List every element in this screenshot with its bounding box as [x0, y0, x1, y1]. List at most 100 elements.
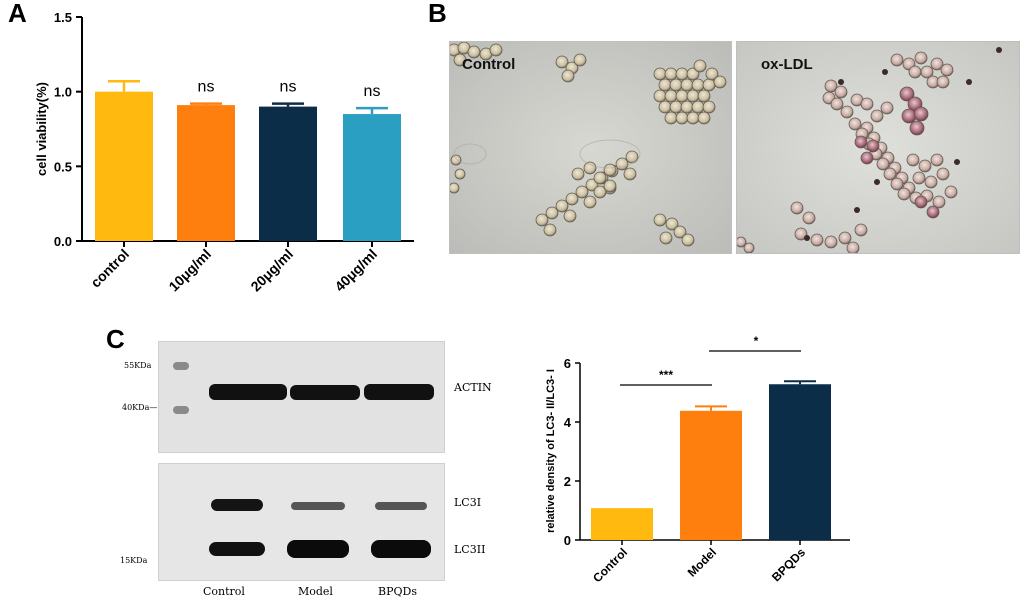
cell	[854, 135, 868, 149]
lc3i-band-bpqds	[375, 502, 427, 510]
cell	[603, 179, 617, 193]
lc3-ratio-bar-chart: 0 2 4 6 relative density of LC3- II/LC3- I Co…	[545, 334, 850, 585]
cell	[603, 163, 617, 177]
cell	[664, 67, 678, 81]
cell	[883, 167, 897, 181]
cell	[453, 53, 467, 67]
cell	[824, 235, 838, 249]
cell	[914, 51, 928, 65]
cell	[846, 241, 860, 253]
cell	[838, 231, 852, 245]
marker-55kda: 55KDa	[124, 361, 152, 370]
cell	[686, 111, 700, 125]
cell	[561, 69, 575, 83]
cell	[593, 171, 607, 185]
cell	[737, 236, 747, 248]
cell	[555, 55, 569, 69]
micrograph-oxldl: ox-LDL	[736, 41, 1020, 254]
panel-label-a: A	[8, 0, 27, 28]
band-label-actin: ACTIN	[454, 381, 492, 394]
cell	[834, 85, 848, 99]
cell	[669, 78, 683, 92]
cell	[918, 159, 932, 173]
band-label-lc3ii: LC3II	[454, 543, 486, 556]
cell	[897, 187, 911, 201]
x-tick-label-0: control	[87, 246, 132, 291]
cell	[665, 217, 679, 231]
band-label-lc3i: LC3I	[454, 496, 482, 509]
x-tick-label-0: Control	[590, 545, 630, 585]
cell	[563, 209, 577, 223]
dark-speck	[804, 235, 810, 241]
lc3i-band-model	[291, 502, 345, 510]
western-blot-lc3	[158, 463, 445, 581]
micrograph-control: Control	[449, 41, 732, 254]
dark-speck	[882, 69, 888, 75]
cell	[840, 105, 854, 119]
cell	[906, 153, 920, 167]
cell	[930, 153, 944, 167]
cell	[545, 206, 559, 220]
cell	[697, 111, 711, 125]
cell	[702, 100, 716, 114]
y-tick-label: 0	[564, 533, 571, 548]
cell	[926, 205, 940, 219]
y-tick-label: 1.5	[54, 10, 72, 25]
cell	[653, 213, 667, 227]
y-tick-label: 4	[564, 415, 572, 430]
cell	[890, 177, 904, 191]
y-tick-label: 0.0	[54, 234, 72, 249]
western-blot-actin	[158, 341, 445, 453]
cell	[909, 120, 925, 136]
cell	[555, 199, 569, 213]
cell	[571, 167, 585, 181]
sig-label-1: *	[754, 334, 759, 348]
x-tick-label-3: 40μg/ml	[331, 246, 380, 295]
x-tick-label-1: 10μg/ml	[165, 246, 214, 295]
lc3ii-band-bpqds	[371, 540, 431, 558]
cell	[680, 78, 694, 92]
cell	[615, 157, 629, 171]
y-tick-label: 6	[564, 356, 571, 371]
cell	[623, 167, 637, 181]
ladder-spot-55	[173, 362, 189, 370]
cell	[930, 57, 944, 71]
lane-label-control: Control	[203, 585, 245, 598]
panel-label-b: B	[428, 0, 447, 28]
dark-speck	[996, 47, 1002, 53]
cell	[593, 185, 607, 199]
cell	[944, 185, 958, 199]
cell	[658, 78, 672, 92]
cell	[673, 225, 687, 239]
cell	[794, 227, 808, 241]
cell	[680, 100, 694, 114]
cell	[932, 195, 946, 209]
cell	[653, 89, 667, 103]
panel-label-c: C	[106, 324, 125, 354]
cell	[543, 223, 557, 237]
cell	[936, 167, 950, 181]
cell	[565, 192, 579, 206]
cell	[890, 53, 904, 67]
cell	[913, 106, 929, 122]
cell	[876, 157, 890, 171]
cell	[675, 111, 689, 125]
cell	[790, 201, 804, 215]
cell	[454, 168, 466, 180]
cell	[866, 139, 880, 153]
cell	[573, 53, 587, 67]
cell	[705, 67, 719, 81]
y-axis-label: cell viability(%)	[34, 82, 49, 176]
cell	[924, 175, 938, 189]
cell	[489, 43, 503, 57]
cell	[686, 89, 700, 103]
dark-speck	[954, 159, 960, 165]
cell	[802, 211, 816, 225]
cell	[583, 161, 597, 175]
bar-0	[95, 91, 153, 242]
x-tick-label-2: BPQDs	[769, 545, 808, 584]
cell	[860, 151, 874, 165]
lane-label-model: Model	[298, 585, 333, 598]
y-axis-label: relative density of LC3- II/LC3- I	[545, 369, 557, 533]
cell	[675, 67, 689, 81]
